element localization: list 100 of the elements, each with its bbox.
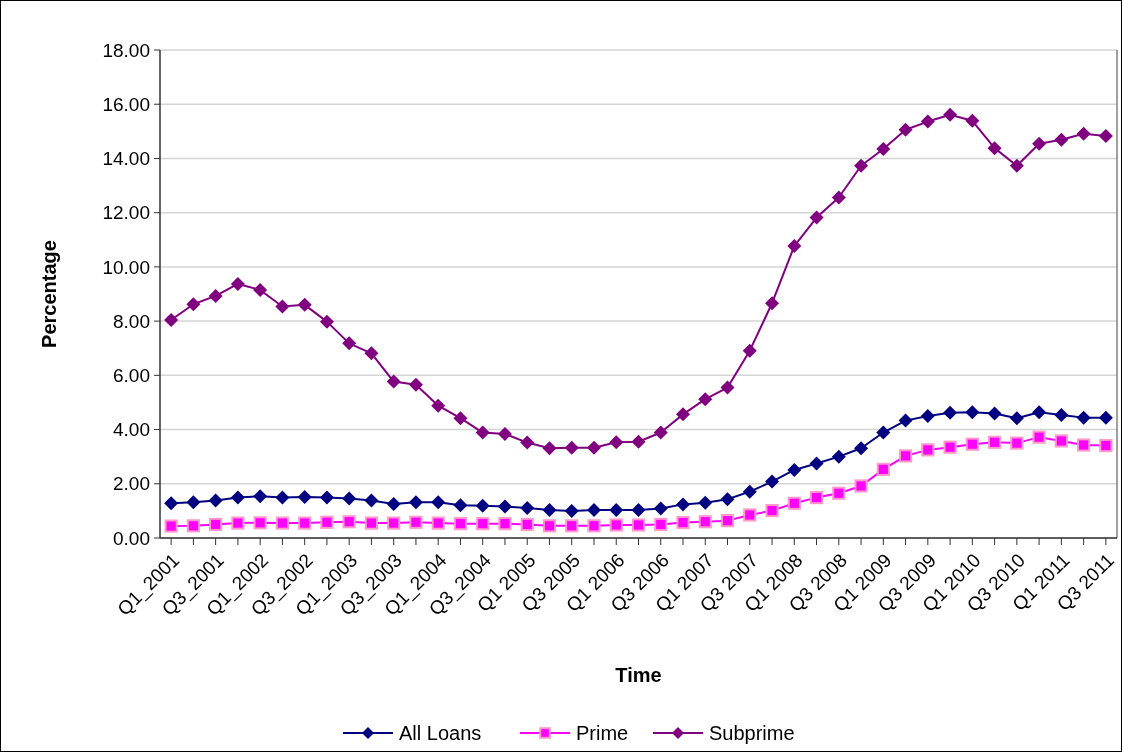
point	[987, 141, 1002, 156]
point	[387, 516, 401, 530]
point	[831, 190, 846, 205]
y-tick-label: 6.00	[113, 364, 150, 386]
y-tick-label: 2.00	[113, 473, 150, 495]
point	[186, 297, 201, 312]
point	[230, 276, 245, 291]
point	[720, 514, 735, 528]
point	[920, 409, 935, 423]
point	[854, 158, 869, 173]
y-tick-label: 14.00	[102, 148, 150, 170]
point	[209, 517, 223, 532]
point	[765, 504, 779, 518]
point	[765, 474, 780, 489]
point	[431, 495, 446, 510]
point	[364, 346, 379, 361]
point	[364, 516, 379, 530]
point	[453, 517, 468, 531]
point	[609, 503, 624, 518]
point	[431, 398, 446, 413]
point	[275, 490, 290, 505]
y-tick-label: 10.00	[102, 256, 150, 278]
point	[231, 516, 245, 530]
point	[1054, 132, 1069, 147]
point	[565, 519, 579, 533]
point	[1032, 430, 1046, 444]
point	[342, 515, 356, 529]
point	[497, 499, 512, 514]
point	[653, 501, 668, 516]
point	[1009, 411, 1024, 426]
point	[319, 490, 334, 505]
point	[542, 519, 557, 533]
point	[497, 426, 512, 441]
point	[742, 484, 757, 499]
x-axis-title: Time	[615, 664, 662, 686]
point	[408, 495, 423, 510]
point	[409, 515, 423, 529]
point	[275, 299, 290, 314]
point	[676, 497, 691, 512]
y-axis-title: Percentage	[38, 240, 60, 348]
point	[653, 425, 668, 440]
point	[898, 122, 913, 137]
point	[431, 516, 445, 530]
point	[698, 515, 712, 529]
point	[586, 503, 601, 518]
point	[720, 492, 735, 507]
legend-label: Subprime	[709, 722, 795, 744]
point	[898, 449, 913, 463]
point	[475, 498, 490, 513]
point	[809, 456, 824, 471]
point	[1054, 407, 1069, 422]
point	[475, 425, 490, 440]
point	[676, 407, 691, 422]
point	[364, 493, 379, 508]
point	[520, 500, 535, 515]
point	[542, 503, 557, 518]
point	[208, 288, 223, 303]
point	[208, 493, 223, 508]
y-tick-label: 16.00	[102, 93, 150, 115]
point	[809, 491, 824, 505]
point	[965, 405, 980, 420]
point	[1032, 405, 1047, 420]
point	[742, 343, 757, 358]
point	[253, 282, 268, 297]
point	[408, 377, 423, 392]
point	[876, 462, 890, 477]
point	[854, 441, 869, 456]
point	[520, 435, 535, 450]
point	[876, 141, 891, 156]
point	[720, 380, 735, 395]
point	[943, 405, 958, 420]
point	[609, 518, 623, 532]
point	[765, 296, 780, 311]
point	[965, 437, 979, 451]
point	[1054, 434, 1068, 448]
point	[319, 314, 334, 329]
point	[654, 517, 668, 532]
point	[698, 495, 713, 510]
point	[943, 440, 957, 454]
point	[832, 486, 846, 500]
point	[253, 489, 268, 504]
point	[587, 519, 601, 533]
point	[1077, 438, 1091, 452]
point	[542, 441, 557, 456]
point	[921, 443, 935, 457]
point	[920, 114, 935, 129]
point	[1098, 410, 1113, 425]
point	[1098, 128, 1113, 143]
point	[809, 210, 824, 225]
point	[609, 435, 624, 450]
point	[498, 517, 512, 531]
point	[1076, 126, 1091, 141]
y-tick-label: 0.00	[113, 527, 150, 549]
point	[1032, 136, 1047, 151]
point	[186, 495, 201, 510]
point	[898, 413, 913, 428]
point	[876, 425, 891, 440]
point	[564, 503, 579, 518]
point	[342, 491, 357, 506]
legend-label: Prime	[576, 722, 629, 744]
